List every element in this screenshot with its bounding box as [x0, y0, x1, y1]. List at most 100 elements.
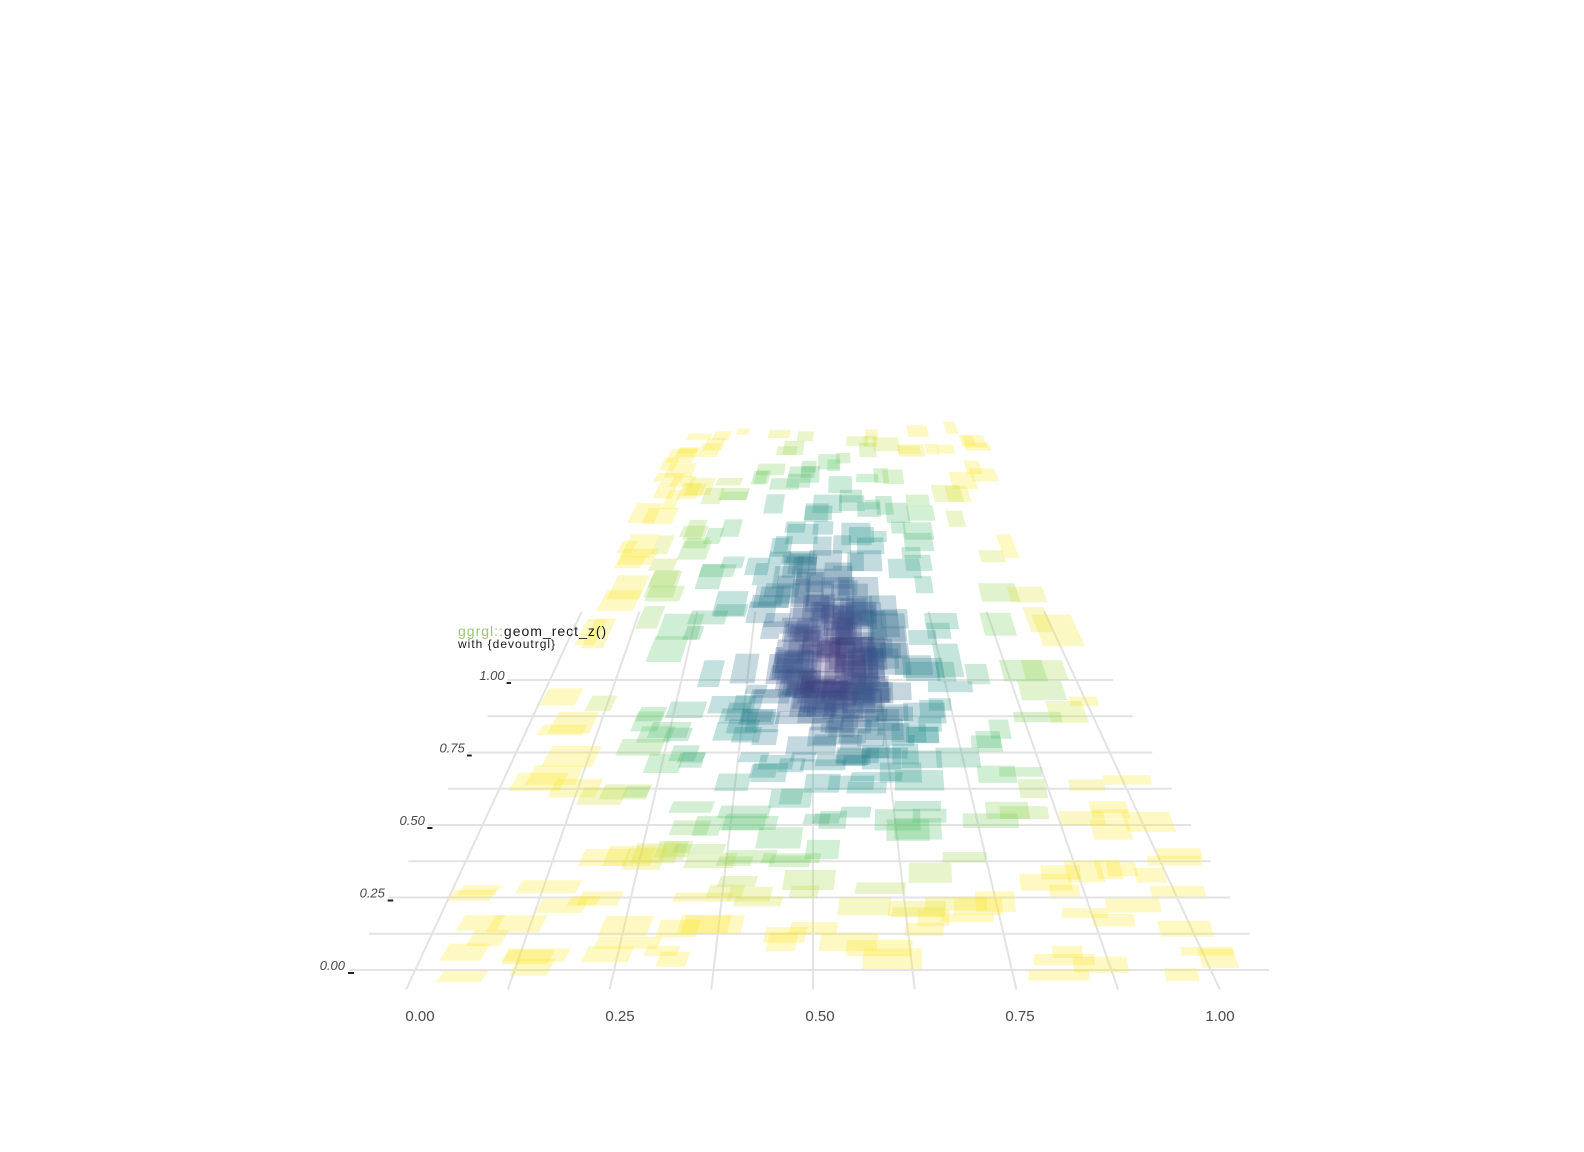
data-rect — [850, 550, 883, 572]
data-rect — [902, 522, 935, 540]
data-rect — [824, 719, 873, 734]
data-rect — [1133, 867, 1168, 883]
data-rect — [752, 585, 792, 608]
data-rect — [918, 716, 943, 732]
data-rect — [827, 727, 856, 738]
data-rect — [658, 841, 689, 861]
data-rect — [822, 702, 864, 720]
data-rect — [799, 678, 837, 690]
data-rect — [646, 721, 692, 738]
data-rect — [773, 536, 794, 554]
data-rect — [800, 460, 817, 473]
data-rect — [924, 443, 940, 455]
data-rect — [1017, 680, 1068, 701]
data-rect — [860, 745, 890, 759]
data-rect — [797, 705, 836, 723]
data-rect — [805, 580, 835, 607]
data-rect — [849, 772, 903, 782]
data-rect — [566, 895, 602, 906]
data-rect — [500, 948, 572, 962]
data-rect — [810, 717, 845, 731]
data-rect — [871, 530, 887, 543]
data-rect — [953, 897, 1004, 915]
y-axis: 0.00 0.25 0.50 0.75 1.00 — [320, 668, 511, 974]
data-rect — [1072, 956, 1130, 973]
data-rect — [836, 636, 876, 666]
data-rect — [732, 695, 764, 710]
x-tick-label: 0.00 — [405, 1008, 434, 1025]
data-rect — [676, 540, 712, 560]
data-rect — [877, 722, 910, 736]
data-rect — [650, 535, 675, 555]
data-rect — [799, 675, 843, 695]
data-rect — [799, 692, 837, 712]
data-rect — [864, 709, 900, 731]
data-rect — [774, 575, 812, 604]
data-rect — [534, 898, 589, 913]
data-rect — [1146, 855, 1203, 866]
data-rect — [774, 711, 824, 725]
data-rect — [655, 951, 691, 967]
data-rect — [799, 759, 847, 771]
data-rect — [815, 641, 856, 659]
data-rect — [779, 617, 819, 634]
data-rect — [712, 604, 749, 617]
data-rect — [744, 684, 768, 694]
plot-title: ggrgl::geom_rect_z() — [458, 623, 607, 639]
data-rect — [763, 494, 786, 514]
data-rect — [936, 444, 956, 454]
data-rect — [887, 558, 923, 579]
data-rect — [652, 473, 686, 482]
data-rect — [880, 609, 909, 629]
data-rect — [616, 548, 660, 565]
data-rect — [547, 778, 604, 798]
data-rect — [810, 653, 846, 673]
data-rect — [867, 613, 908, 642]
data-rect — [730, 727, 763, 743]
data-rect — [847, 636, 888, 670]
data-rect — [862, 948, 923, 970]
data-rect — [817, 454, 840, 470]
data-rect — [792, 684, 815, 699]
data-rect — [875, 496, 894, 515]
data-rect — [839, 489, 863, 503]
data-rect — [1093, 860, 1124, 880]
data-rect — [680, 483, 707, 497]
data-rect — [917, 910, 950, 926]
data-rect — [864, 747, 909, 759]
data-rect — [642, 753, 685, 774]
data-rect — [935, 661, 957, 682]
data-rect — [835, 452, 851, 464]
data-rect — [962, 435, 977, 446]
data-rect — [882, 735, 915, 746]
data-rect — [655, 613, 705, 640]
data-rect — [858, 442, 877, 458]
data-rect — [724, 702, 753, 722]
data-rect — [702, 437, 727, 451]
data-rect — [465, 930, 509, 946]
data-rect — [642, 945, 681, 957]
data-rect — [696, 660, 726, 688]
data-rect — [832, 535, 852, 554]
data-rect — [793, 688, 819, 699]
data-rect — [665, 701, 708, 719]
data-rect — [869, 595, 898, 616]
data-rect — [759, 621, 782, 639]
data-rect — [807, 550, 843, 571]
data-rect — [1164, 968, 1200, 982]
data-rect — [801, 681, 849, 697]
data-rect — [683, 853, 738, 869]
data-rect — [975, 731, 1004, 752]
data-rect — [762, 926, 808, 943]
data-rect — [765, 653, 805, 685]
data-rect — [541, 745, 602, 767]
data-rect — [790, 578, 811, 608]
data-rect — [577, 849, 632, 866]
data-rect — [660, 490, 683, 509]
data-rect — [803, 505, 833, 520]
data-rect — [781, 556, 804, 578]
data-rect — [515, 880, 583, 894]
data-rect — [817, 640, 842, 657]
data-rect — [818, 933, 879, 951]
data-rect — [838, 728, 867, 744]
